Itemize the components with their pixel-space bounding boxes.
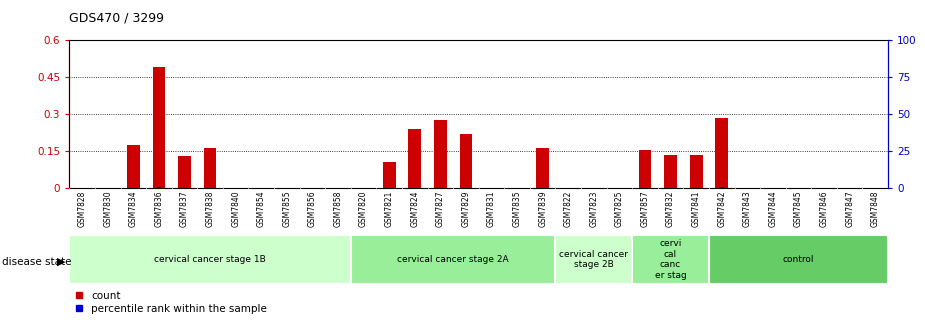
Bar [536, 148, 549, 188]
Text: GSM7823: GSM7823 [589, 191, 598, 227]
Bar [715, 118, 728, 188]
Bar [690, 155, 702, 188]
Text: GSM7832: GSM7832 [666, 191, 675, 227]
Text: GSM7830: GSM7830 [104, 191, 112, 227]
FancyBboxPatch shape [709, 235, 888, 284]
FancyBboxPatch shape [351, 235, 555, 284]
Text: GSM7845: GSM7845 [794, 191, 803, 227]
Text: GSM7857: GSM7857 [640, 191, 649, 227]
Text: GSM7856: GSM7856 [308, 191, 317, 227]
Text: GSM7825: GSM7825 [615, 191, 623, 227]
Bar [157, 187, 161, 188]
Text: cervical cancer
stage 2B: cervical cancer stage 2B [560, 250, 628, 269]
Bar [204, 148, 216, 188]
FancyBboxPatch shape [632, 235, 709, 284]
Text: GSM7834: GSM7834 [129, 191, 138, 227]
Bar [127, 145, 140, 188]
Text: GSM7840: GSM7840 [231, 191, 240, 227]
Text: GSM7829: GSM7829 [462, 191, 471, 227]
Text: cervical cancer stage 1B: cervical cancer stage 1B [154, 255, 266, 264]
Text: GSM7855: GSM7855 [282, 191, 291, 227]
Bar [720, 187, 723, 188]
Bar [179, 156, 191, 188]
Text: GSM7835: GSM7835 [512, 191, 522, 227]
Text: GSM7838: GSM7838 [205, 191, 215, 227]
Text: GSM7839: GSM7839 [538, 191, 548, 227]
Text: GSM7844: GSM7844 [769, 191, 777, 227]
Text: GSM7841: GSM7841 [692, 191, 700, 227]
Text: GSM7836: GSM7836 [154, 191, 164, 227]
Text: control: control [783, 255, 814, 264]
Text: GSM7854: GSM7854 [257, 191, 265, 227]
Bar [434, 120, 447, 188]
Text: cervical cancer stage 2A: cervical cancer stage 2A [398, 255, 509, 264]
Text: GSM7837: GSM7837 [180, 191, 189, 227]
Bar [383, 162, 396, 188]
Bar [153, 68, 166, 188]
Text: GSM7848: GSM7848 [870, 191, 880, 227]
Text: GSM7828: GSM7828 [78, 191, 87, 227]
Text: ▶: ▶ [57, 257, 66, 267]
FancyBboxPatch shape [69, 235, 351, 284]
Legend: count, percentile rank within the sample: count, percentile rank within the sample [75, 291, 267, 314]
Text: GSM7822: GSM7822 [563, 191, 573, 227]
FancyBboxPatch shape [555, 235, 632, 284]
Text: GDS470 / 3299: GDS470 / 3299 [69, 12, 165, 25]
Text: GSM7858: GSM7858 [334, 191, 342, 227]
Text: GSM7820: GSM7820 [359, 191, 368, 227]
Text: GSM7843: GSM7843 [743, 191, 752, 227]
Text: GSM7827: GSM7827 [436, 191, 445, 227]
Text: GSM7831: GSM7831 [487, 191, 496, 227]
Text: GSM7846: GSM7846 [820, 191, 829, 227]
Text: cervi
cal
canc
er stag: cervi cal canc er stag [655, 240, 686, 280]
Bar [664, 155, 677, 188]
Text: GSM7847: GSM7847 [845, 191, 854, 227]
Text: GSM7824: GSM7824 [410, 191, 419, 227]
Text: GSM7842: GSM7842 [717, 191, 726, 227]
Text: GSM7821: GSM7821 [385, 191, 394, 227]
Bar [408, 129, 421, 188]
Text: disease state: disease state [2, 257, 71, 267]
Bar [638, 150, 651, 188]
Bar [460, 134, 473, 188]
